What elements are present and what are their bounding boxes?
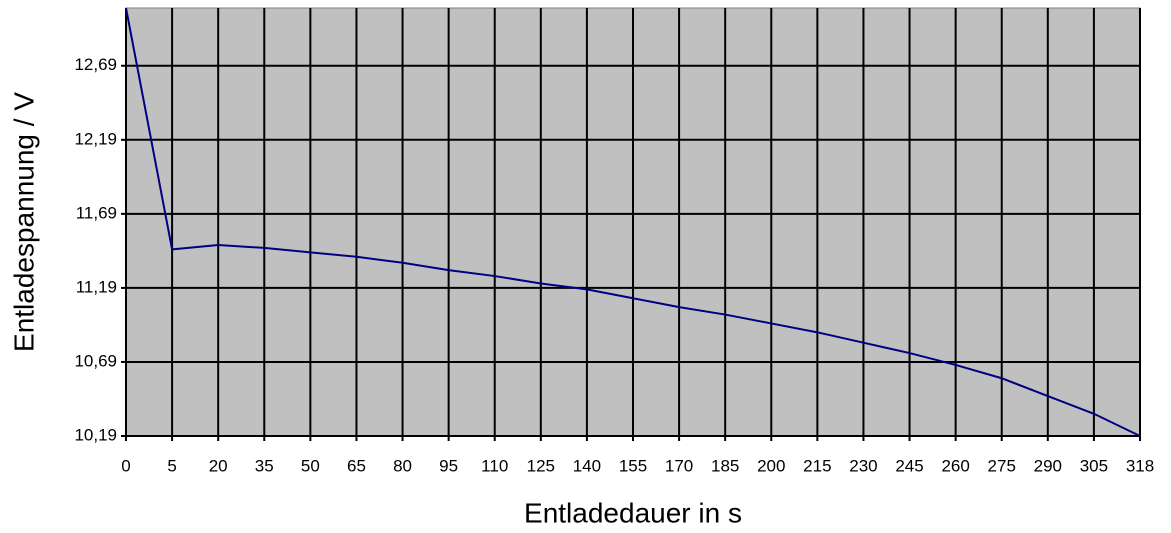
- y-tick-label: 12,69: [74, 55, 117, 74]
- x-tick-label: 0: [121, 456, 130, 475]
- x-axis-title: Entladedauer in s: [524, 497, 742, 528]
- y-tick-label: 11,69: [76, 203, 117, 222]
- y-tick-label: 12,19: [74, 129, 117, 148]
- x-tick-label: 20: [209, 456, 228, 475]
- y-tick-label: 10,19: [74, 425, 117, 444]
- x-tick-label: 275: [988, 456, 1016, 475]
- x-tick-label: 140: [573, 456, 601, 475]
- x-tick-label: 290: [1034, 456, 1062, 475]
- x-tick-label: 305: [1080, 456, 1108, 475]
- y-tick-label: 11,19: [76, 277, 117, 296]
- x-tick-label: 80: [393, 456, 412, 475]
- x-tick-label: 95: [439, 456, 458, 475]
- x-tick-label: 110: [481, 456, 508, 475]
- x-tick-label: 318: [1126, 456, 1154, 475]
- x-tick-label: 245: [895, 456, 923, 475]
- x-tick-label: 185: [711, 456, 739, 475]
- x-tick-label: 35: [255, 456, 274, 475]
- x-tick-label: 215: [803, 456, 831, 475]
- y-axis-title: Entladespannung / V: [8, 92, 39, 352]
- x-tick-label: 200: [757, 456, 785, 475]
- x-tick-label: 65: [347, 456, 366, 475]
- y-tick-label: 10,69: [74, 351, 117, 370]
- x-tick-label: 170: [665, 456, 693, 475]
- x-tick-label: 260: [941, 456, 969, 475]
- x-tick-label: 155: [619, 456, 647, 475]
- x-tick-label: 125: [527, 456, 555, 475]
- x-tick-label: 50: [301, 456, 320, 475]
- x-tick-label: 230: [849, 456, 877, 475]
- x-tick-label: 5: [167, 456, 176, 475]
- data-line: [125, 7, 1141, 437]
